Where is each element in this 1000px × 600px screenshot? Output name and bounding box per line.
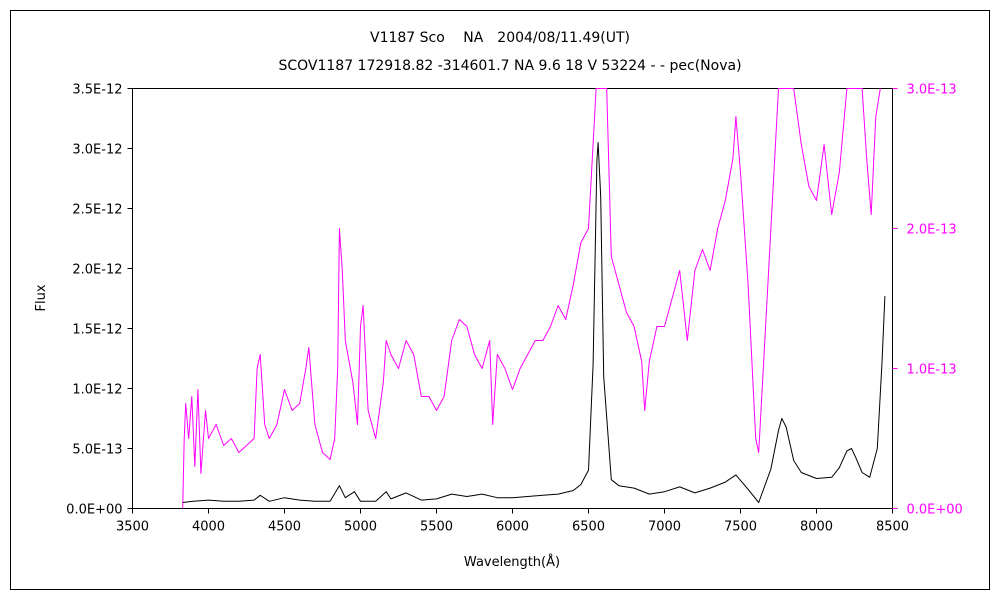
y2-tick-label: 1.0E-13 (907, 363, 957, 378)
y2-tick-label: 2.0E-13 (907, 223, 957, 238)
y2-tick-label: 0.0E+00 (907, 503, 963, 518)
series-line-magnified (182, 88, 881, 509)
x-tick-label: 6500 (572, 520, 605, 535)
data-series (182, 88, 886, 509)
chart-subtitle: SCOV1187 172918.82 -314601.7 NA 9.6 18 V… (278, 58, 741, 74)
y2-tick-label: 3.0E-13 (907, 83, 957, 98)
plot-area (132, 88, 893, 509)
y-axis-label: Flux (34, 284, 49, 311)
x-tick-label: 5500 (420, 520, 453, 535)
axis-ticks (127, 88, 898, 514)
x-axis-label: Wavelength(Å) (464, 554, 560, 570)
y-tick-label: 2.5E-12 (72, 203, 122, 218)
x-tick-label: 6000 (496, 520, 529, 535)
x-tick-label: 7500 (724, 520, 757, 535)
y-tick-label: 2.0E-12 (72, 263, 122, 278)
x-tick-label: 3500 (116, 520, 149, 535)
x-tick-label: 5000 (344, 520, 377, 535)
y-tick-label: 1.5E-12 (72, 323, 122, 338)
y-tick-label: 5.0E-13 (72, 443, 122, 458)
series-line-flux (182, 142, 886, 503)
chart-frame (10, 10, 990, 590)
x-tick-label: 8500 (876, 520, 909, 535)
y-tick-label: 3.5E-12 (72, 83, 122, 98)
y-tick-label: 0.0E+00 (66, 503, 122, 518)
y-tick-label: 1.0E-12 (72, 383, 122, 398)
x-tick-label: 7000 (648, 520, 681, 535)
y-tick-label: 3.0E-12 (72, 143, 122, 158)
chart-title: V1187 Sco NA 2004/08/11.49(UT) (370, 30, 630, 46)
x-tick-label: 8000 (800, 520, 833, 535)
x-tick-label: 4500 (268, 520, 301, 535)
axis-tick-labels: 3500 4000 4500 5000 5500 6000 6500 7000 7500 8000… (66, 83, 963, 535)
x-tick-label: 4000 (192, 520, 225, 535)
